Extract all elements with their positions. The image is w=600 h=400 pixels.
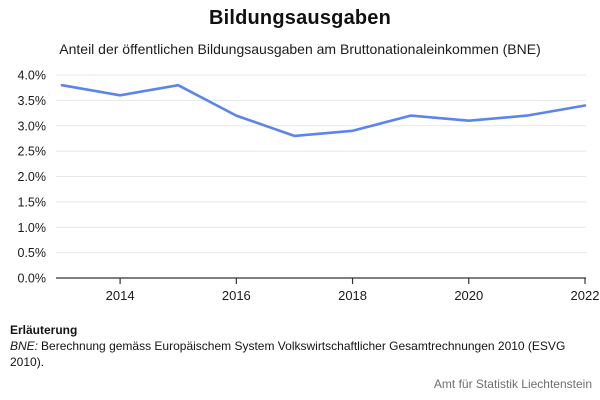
footnote-text: BNE: Berechnung gemäss Europäischem Syste… (10, 338, 570, 370)
line-chart-plot: 0.0% 0.5% 1.0% 1.5% 2.0% 2.5% 3.0% 3.5% 4.0% 2014… (18, 69, 600, 304)
y-tick-label: 1.5% (18, 195, 47, 209)
y-tick-label: 4.0% (18, 69, 47, 83)
x-tick-label: 2016 (222, 288, 251, 303)
y-tick-label: 0.0% (18, 272, 47, 286)
footnote-heading: Erläuterung (10, 323, 78, 337)
data-line-series (60, 83, 587, 138)
y-tick-label: 2.0% (18, 170, 47, 184)
y-tick-label: 0.5% (18, 246, 47, 260)
y-tick-label: 3.5% (18, 94, 47, 108)
footnote-body: Berechnung gemäss Europäischem System Vo… (10, 339, 566, 369)
x-tick-label: 2022 (571, 288, 600, 303)
y-tick-label: 2.5% (18, 145, 47, 159)
y-tick-label: 3.0% (18, 119, 47, 133)
source-attribution: Amt für Statistik Liechtenstein (433, 377, 592, 391)
x-tick-label: 2020 (454, 288, 483, 303)
y-tick-label: 1.0% (18, 221, 47, 235)
chart-title: Bildungsausgaben (208, 7, 392, 29)
footnote-term: BNE: (10, 339, 39, 353)
footnote: Erläuterung BNE: Berechnung gemäss Europä… (10, 322, 570, 370)
x-tick-label: 2018 (338, 288, 367, 303)
chart-subtitle: Anteil der öffentlichen Bildungsausgaben… (59, 41, 541, 57)
x-tick-label: 2014 (106, 288, 135, 303)
